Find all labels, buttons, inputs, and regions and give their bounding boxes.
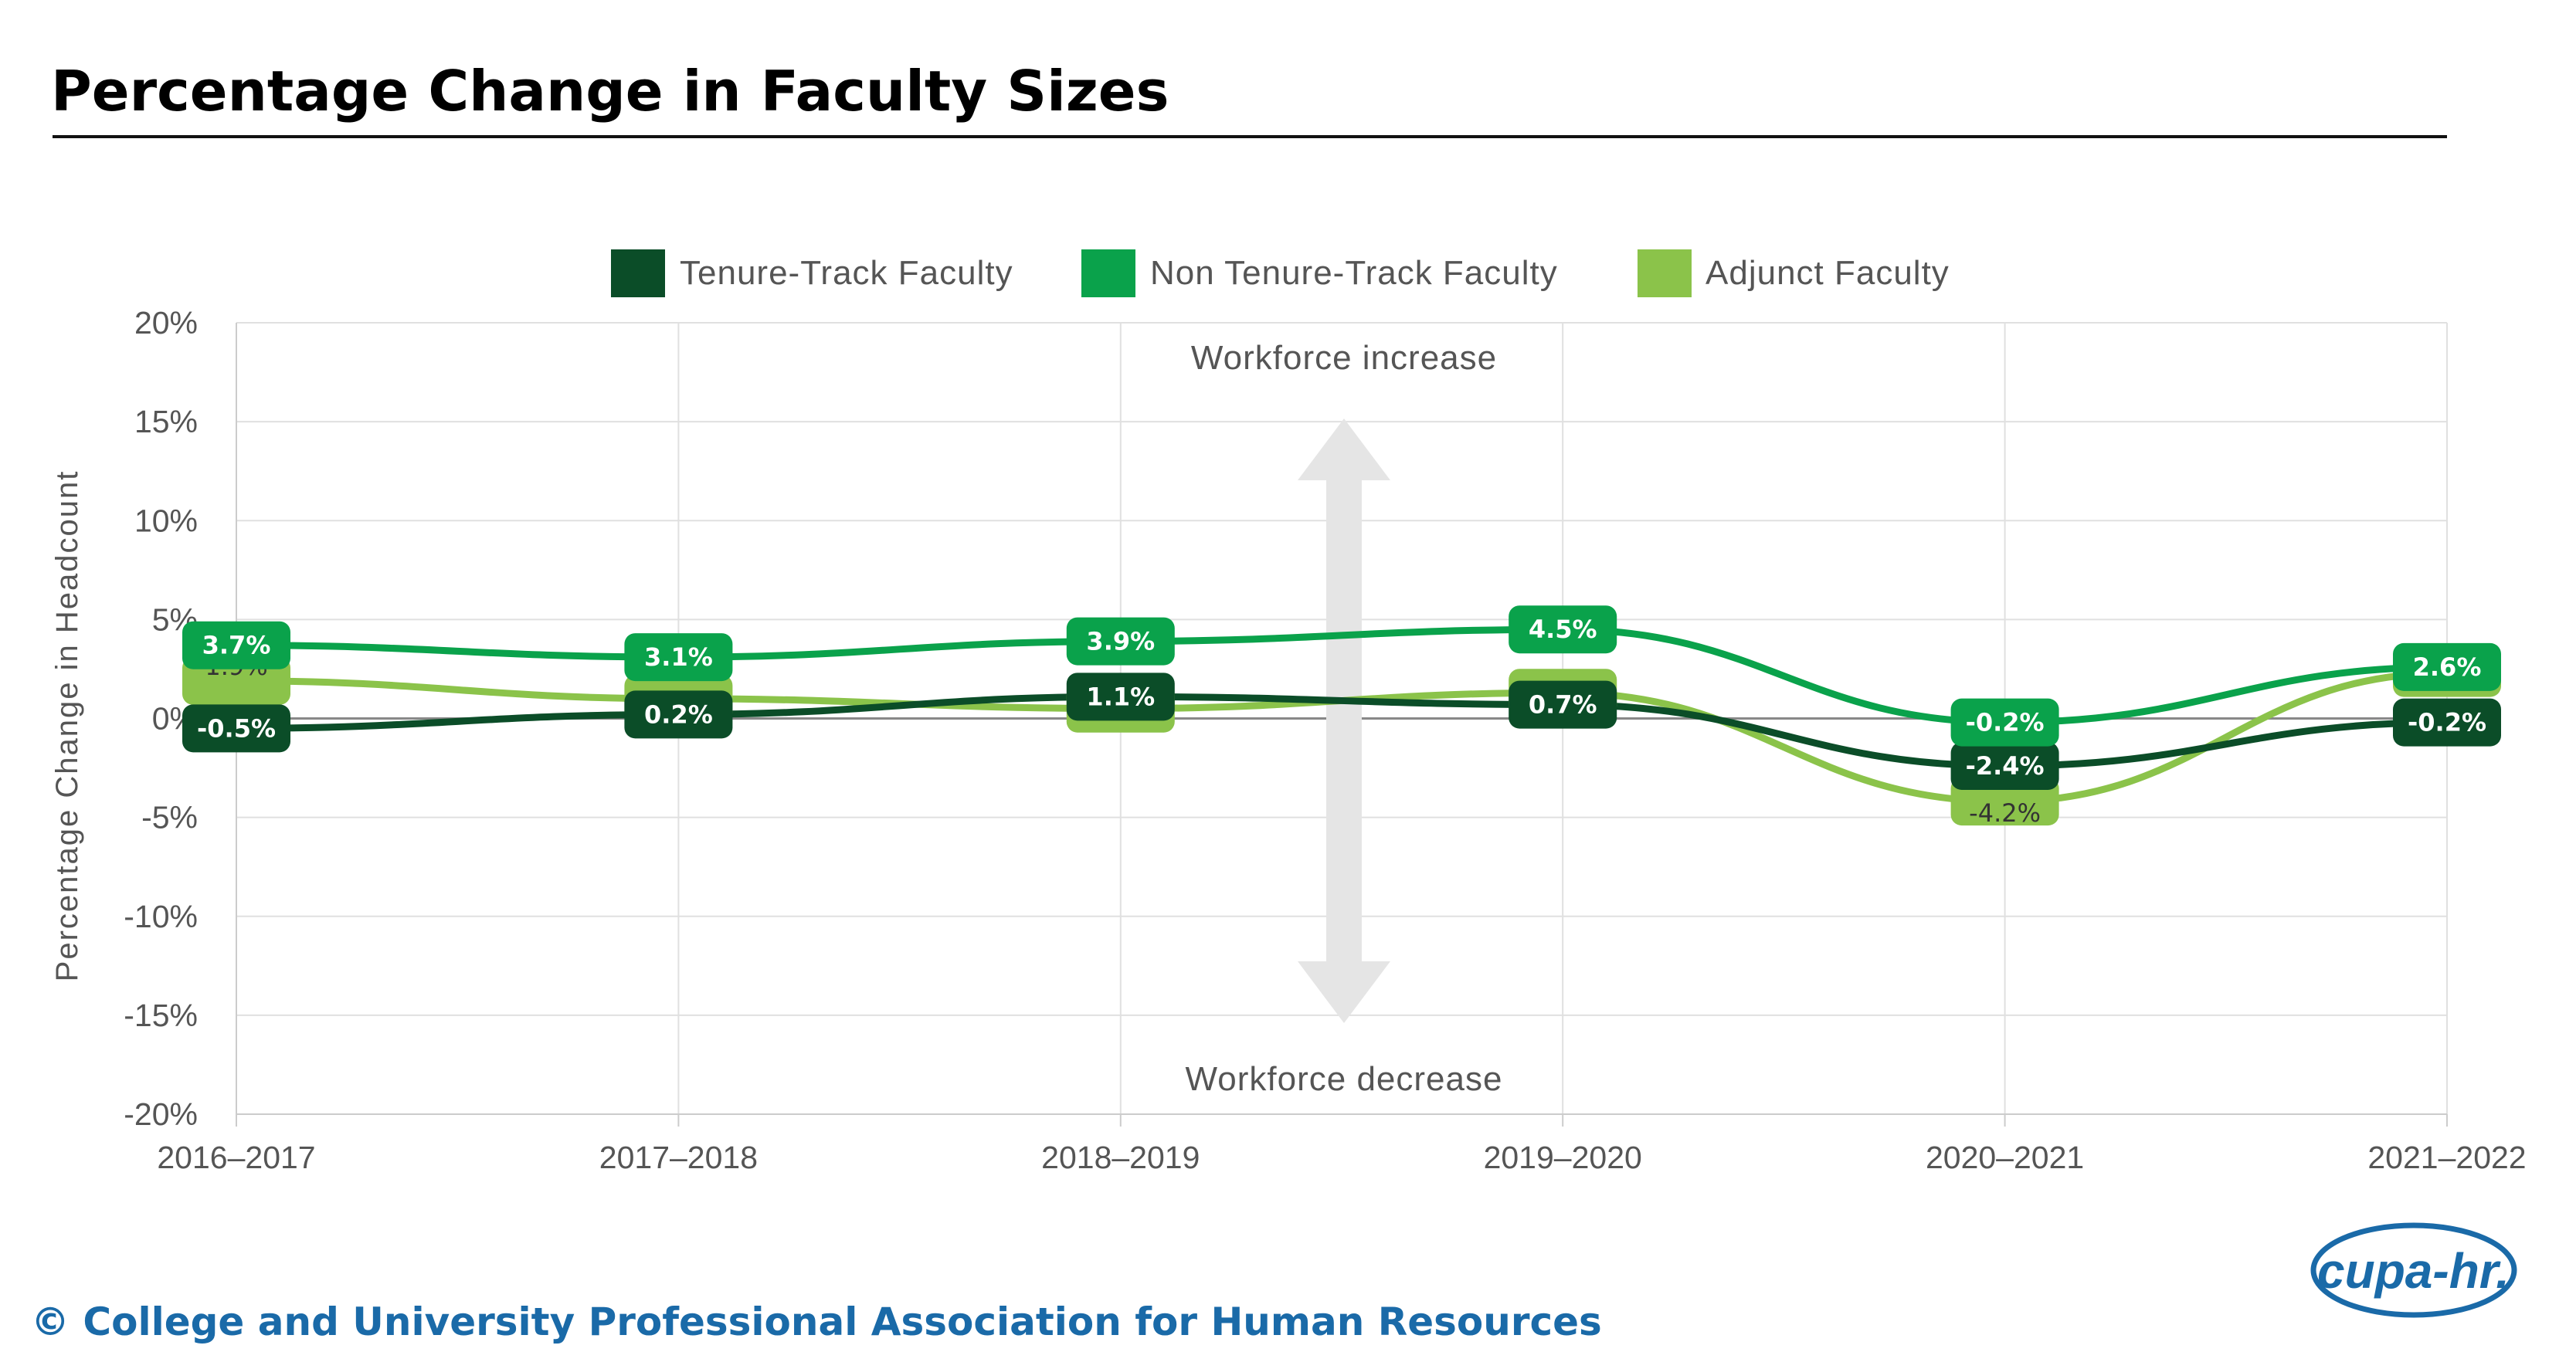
workforce-increase-label: Workforce increase bbox=[1191, 339, 1497, 377]
data-point-tenure-track-faculty[interactable]: -0.5% bbox=[182, 704, 290, 753]
series-line-tenure-track-faculty bbox=[232, 693, 2451, 770]
legend: Tenure-Track Faculty Non Tenure-Track Fa… bbox=[611, 249, 1950, 297]
data-label-box bbox=[1950, 742, 2059, 790]
data-label-tenure-track-faculty: 0.7% bbox=[1529, 690, 1597, 720]
data-label-box bbox=[182, 621, 290, 669]
data-point-non-tenure-track-faculty[interactable]: 4.5% bbox=[1509, 605, 1617, 654]
double-arrow-icon bbox=[1298, 418, 1390, 1023]
data-label-adjunct-faculty: -4.2% bbox=[1969, 798, 2041, 828]
workforce-decrease-label: Workforce decrease bbox=[1186, 1060, 1503, 1098]
x-tick-label: 2020–2021 bbox=[1926, 1140, 2084, 1175]
x-tick-label: 2017–2018 bbox=[599, 1140, 758, 1175]
data-label-non-tenure-track-faculty: 3.1% bbox=[644, 642, 713, 672]
y-tick-label: -5% bbox=[141, 800, 198, 835]
y-tick-label: 15% bbox=[134, 404, 198, 439]
data-point-tenure-track-faculty[interactable]: -0.2% bbox=[2393, 698, 2501, 747]
x-tick-label: 2016–2017 bbox=[157, 1140, 315, 1175]
data-label-box bbox=[624, 690, 733, 739]
data-label-non-tenure-track-faculty: 3.7% bbox=[202, 631, 271, 660]
legend-swatch-tenure-track bbox=[611, 249, 665, 297]
data-point-tenure-track-faculty[interactable]: 0.7% bbox=[1509, 680, 1617, 729]
y-axis-title: Percentage Change in Headcount bbox=[50, 470, 84, 982]
data-label-box bbox=[1509, 605, 1617, 654]
label-layer: 1.9%-4.2%-0.5%0.2%1.1%0.7%-2.4%-0.2%3.7%… bbox=[182, 605, 2501, 828]
data-label-non-tenure-track-faculty: -0.2% bbox=[1966, 708, 2045, 737]
series-layer bbox=[232, 625, 2451, 805]
copyright-footer: © College and University Professional As… bbox=[31, 1299, 1602, 1344]
y-tick-label: 10% bbox=[134, 503, 198, 538]
data-label-non-tenure-track-faculty: 2.6% bbox=[2413, 652, 2482, 682]
data-point-tenure-track-faculty[interactable]: 0.2% bbox=[624, 690, 733, 739]
x-tick-label: 2019–2020 bbox=[1484, 1140, 1642, 1175]
y-tick-label: -20% bbox=[124, 1096, 198, 1132]
x-tick-label: 2018–2019 bbox=[1041, 1140, 1200, 1175]
data-label-non-tenure-track-faculty: 3.9% bbox=[1086, 627, 1155, 656]
data-point-tenure-track-faculty[interactable]: 1.1% bbox=[1066, 673, 1175, 721]
y-tick-label: -15% bbox=[124, 998, 198, 1033]
x-tick-label: 2021–2022 bbox=[2367, 1140, 2526, 1175]
cupa-hr-logo: cupa-hr. bbox=[2310, 1222, 2517, 1318]
data-label-box bbox=[1066, 673, 1175, 721]
data-point-non-tenure-track-faculty[interactable]: -0.2% bbox=[1950, 698, 2059, 747]
y-tick-label: -10% bbox=[124, 899, 198, 934]
data-label-box bbox=[1066, 617, 1175, 666]
axis-layer: 20%15%10%5%0%-5%-10%-15%-20%2016–2017 201… bbox=[124, 305, 2526, 1175]
data-label-box bbox=[2393, 698, 2501, 747]
legend-label-tenure-track[interactable]: Tenure-Track Faculty bbox=[680, 254, 1013, 292]
y-tick-label: 20% bbox=[134, 305, 198, 341]
legend-swatch-adjunct bbox=[1638, 249, 1692, 297]
data-label-box bbox=[182, 704, 290, 753]
data-label-tenure-track-faculty: -0.5% bbox=[197, 713, 276, 743]
legend-swatch-non-tenure-track bbox=[1081, 249, 1135, 297]
data-point-non-tenure-track-faculty[interactable]: 3.1% bbox=[624, 633, 733, 682]
data-label-tenure-track-faculty: 0.2% bbox=[644, 700, 713, 729]
data-label-tenure-track-faculty: 1.1% bbox=[1086, 682, 1155, 711]
data-point-non-tenure-track-faculty[interactable]: 3.7% bbox=[182, 621, 290, 669]
data-label-tenure-track-faculty: -2.4% bbox=[1966, 751, 2045, 781]
data-label-box bbox=[1950, 698, 2059, 747]
legend-label-non-tenure-track[interactable]: Non Tenure-Track Faculty bbox=[1150, 254, 1558, 292]
data-point-non-tenure-track-faculty[interactable]: 3.9% bbox=[1066, 617, 1175, 666]
data-label-non-tenure-track-faculty: 4.5% bbox=[1529, 615, 1597, 644]
legend-label-adjunct[interactable]: Adjunct Faculty bbox=[1705, 254, 1950, 292]
data-label-box bbox=[1509, 680, 1617, 729]
data-point-tenure-track-faculty[interactable]: -2.4% bbox=[1950, 742, 2059, 790]
logo-text: cupa-hr. bbox=[2317, 1243, 2510, 1299]
data-label-box bbox=[624, 633, 733, 682]
data-point-non-tenure-track-faculty[interactable]: 2.6% bbox=[2393, 642, 2501, 691]
data-label-tenure-track-faculty: -0.2% bbox=[2408, 708, 2486, 737]
data-label-box bbox=[2393, 642, 2501, 691]
series-line-non-tenure-track-faculty bbox=[232, 625, 2451, 727]
page-title: Percentage Change in Faculty Sizes bbox=[51, 59, 1169, 124]
